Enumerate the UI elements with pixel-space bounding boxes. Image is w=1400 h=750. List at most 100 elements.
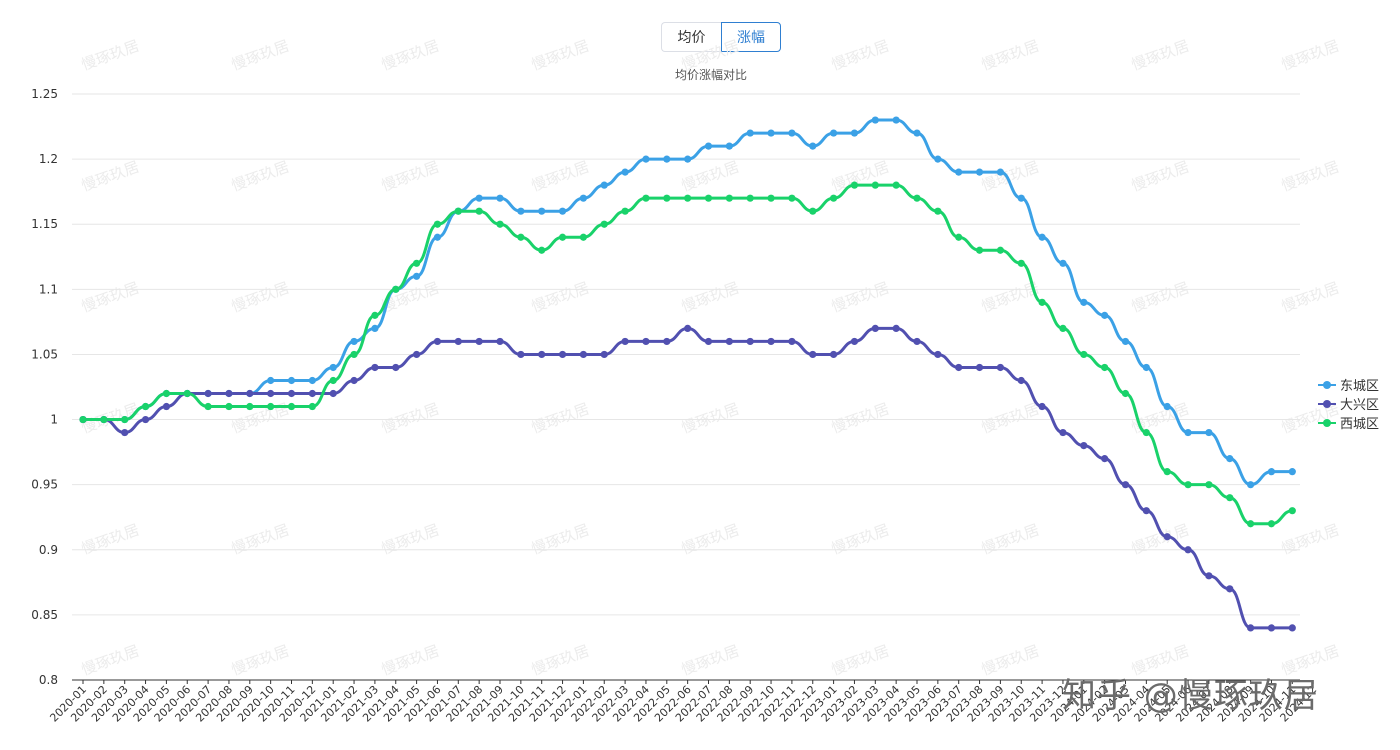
- legend-label: 大兴区: [1340, 398, 1380, 413]
- data-point: [433, 337, 442, 346]
- watermark-text: 慢琢玖居: [529, 400, 592, 437]
- data-point: [725, 142, 733, 150]
- legend-item-xicheng[interactable]: 西城区: [1318, 413, 1379, 432]
- data-point: [267, 402, 275, 411]
- y-axis: 0.8 0.85 0.9 0.95 1 1.05 1.1 1.15 1.2 1.25: [31, 87, 58, 687]
- data-point: [1205, 572, 1213, 580]
- data-point: [350, 350, 358, 359]
- data-point: [141, 402, 150, 411]
- data-point: [413, 259, 421, 267]
- watermark-text: 慢琢玖居: [529, 279, 592, 316]
- watermark-text: 慢琢玖居: [229, 279, 292, 316]
- data-point: [892, 116, 900, 124]
- data-point: [1163, 468, 1171, 476]
- zhihu-credit: 知乎 @慢琢玖居: [1062, 676, 1319, 716]
- tab-average-price[interactable]: 均价: [661, 22, 721, 52]
- data-point: [267, 376, 275, 385]
- y-tick-label: 0.9: [39, 543, 58, 557]
- data-point: [600, 220, 608, 228]
- data-point: [871, 181, 879, 189]
- y-tick-label: 0.85: [31, 608, 58, 622]
- watermark-text: 慢琢玖居: [1279, 521, 1342, 558]
- data-point: [1288, 468, 1296, 476]
- data-point: [1017, 194, 1025, 202]
- data-point: [162, 389, 170, 398]
- data-point: [1267, 624, 1276, 632]
- data-point: [725, 337, 733, 346]
- data-point: [183, 389, 191, 398]
- data-point: [809, 207, 817, 215]
- data-point: [955, 363, 963, 372]
- data-point: [1038, 233, 1046, 241]
- data-point: [329, 389, 337, 398]
- data-point: [850, 181, 859, 189]
- data-point: [538, 207, 546, 215]
- data-point: [704, 337, 713, 346]
- y-tick-label: 0.8: [39, 673, 58, 687]
- data-point: [663, 337, 671, 346]
- y-tick-label: 1.1: [39, 282, 58, 296]
- watermark-text: 慢琢玖居: [379, 521, 442, 558]
- data-point: [850, 129, 859, 137]
- y-tick-label: 1: [50, 413, 58, 427]
- data-point: [517, 233, 525, 241]
- watermark-text: 慢琢玖居: [979, 37, 1042, 74]
- data-point: [1038, 402, 1046, 411]
- watermark-text: 慢琢玖居: [379, 37, 442, 74]
- data-point: [454, 207, 462, 215]
- data-point: [913, 129, 921, 137]
- data-point: [1205, 428, 1213, 437]
- data-point: [913, 194, 921, 202]
- data-point: [287, 402, 296, 411]
- data-point: [642, 155, 650, 163]
- data-point: [1080, 350, 1088, 359]
- data-point: [371, 324, 379, 332]
- data-point: [725, 194, 733, 202]
- data-point: [1288, 624, 1296, 632]
- data-point: [413, 272, 421, 280]
- data-point: [558, 207, 567, 215]
- legend-marker-icon: [1318, 398, 1336, 410]
- data-point: [454, 337, 462, 346]
- data-point: [767, 194, 775, 202]
- watermark-text: 慢琢玖居: [829, 37, 892, 74]
- data-point: [621, 207, 629, 215]
- data-point: [1184, 546, 1192, 554]
- data-point: [1267, 520, 1276, 528]
- data-point: [934, 155, 942, 163]
- legend-item-daxing[interactable]: 大兴区: [1318, 394, 1379, 413]
- watermark-text: 慢琢玖居: [1129, 37, 1192, 74]
- data-point: [704, 194, 713, 202]
- data-point: [1142, 428, 1150, 437]
- data-point: [684, 324, 692, 332]
- data-point: [621, 337, 629, 346]
- data-point: [308, 402, 316, 411]
- chart-title: 均价涨幅对比: [674, 68, 747, 82]
- data-point: [392, 285, 400, 293]
- data-point: [1121, 389, 1130, 398]
- legend-marker-icon: [1318, 417, 1336, 429]
- data-point: [517, 207, 525, 215]
- data-point: [1226, 455, 1234, 463]
- watermark-text: 慢琢玖居: [79, 158, 142, 195]
- watermark-text: 慢琢玖居: [679, 521, 742, 558]
- watermark-text: 慢琢玖居: [979, 521, 1042, 558]
- data-point: [246, 389, 254, 398]
- data-point: [746, 194, 754, 202]
- data-point: [684, 194, 692, 202]
- data-point: [704, 142, 713, 150]
- data-point: [663, 194, 671, 202]
- watermark-text: 慢琢玖居: [979, 158, 1042, 195]
- data-point: [475, 207, 483, 215]
- watermark-text: 慢琢玖居: [1129, 279, 1192, 316]
- y-tick-label: 1.05: [31, 347, 58, 361]
- data-point: [1226, 494, 1234, 502]
- data-point: [496, 194, 504, 202]
- data-point: [934, 207, 942, 215]
- data-point: [996, 246, 1005, 254]
- data-point: [1059, 259, 1067, 267]
- legend-item-dongcheng[interactable]: 东城区: [1318, 375, 1379, 394]
- data-point: [871, 116, 879, 124]
- tab-growth[interactable]: 涨幅: [721, 22, 781, 52]
- data-point: [1267, 468, 1276, 476]
